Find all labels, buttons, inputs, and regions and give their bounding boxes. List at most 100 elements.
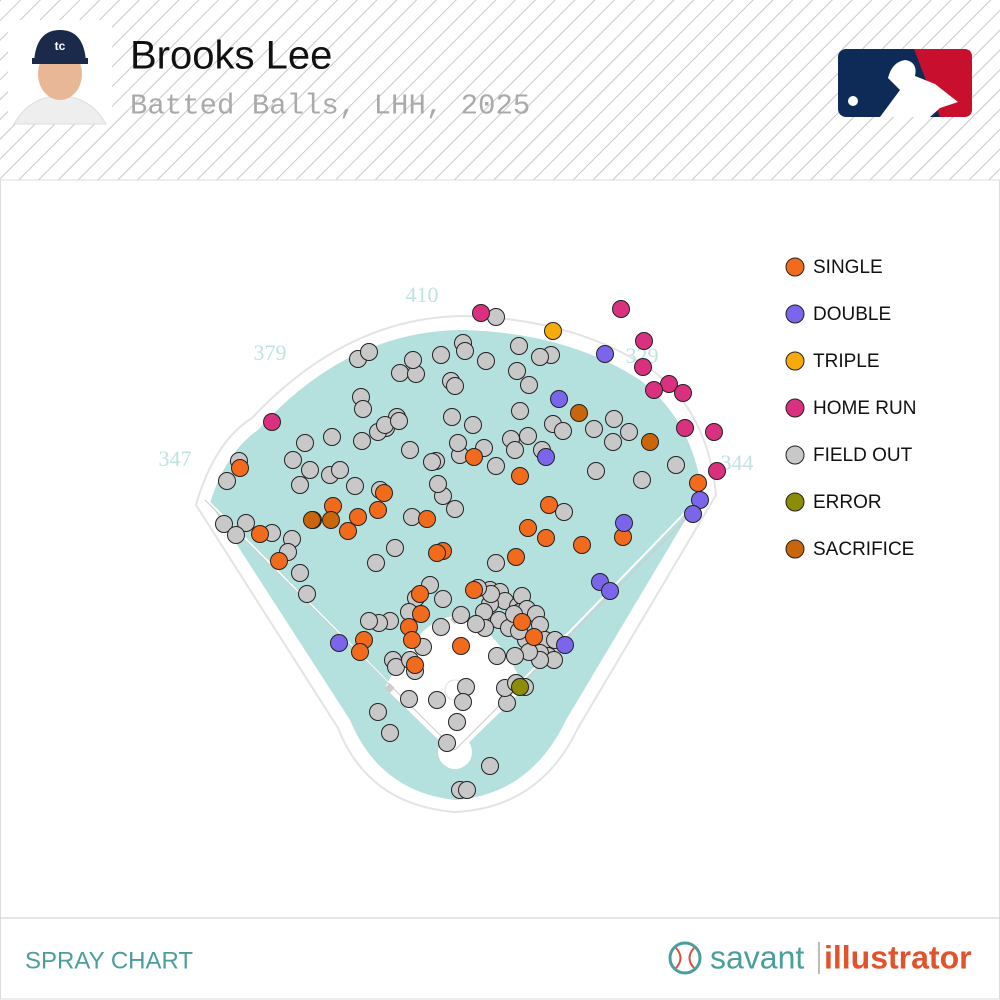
batted-ball — [360, 612, 378, 630]
batted-ball — [689, 474, 707, 492]
batted-ball — [506, 441, 524, 459]
batted-ball — [519, 427, 537, 445]
batted-ball — [291, 476, 309, 494]
batted-ball — [412, 605, 430, 623]
batted-ball — [423, 453, 441, 471]
batted-ball — [339, 522, 357, 540]
wall-distance: 410 — [406, 282, 439, 307]
batted-ball — [400, 690, 418, 708]
wall-distance: 344 — [721, 450, 754, 475]
legend-swatch — [785, 492, 805, 512]
batted-ball — [556, 636, 574, 654]
batted-ball — [454, 693, 472, 711]
batted-ball — [428, 691, 446, 709]
batted-ball — [605, 410, 623, 428]
batted-ball — [381, 724, 399, 742]
wall-distance: 379 — [254, 340, 287, 365]
legend-label: DOUBLE — [813, 304, 891, 325]
batted-ball — [705, 423, 723, 441]
batted-ball — [508, 362, 526, 380]
batted-ball — [708, 462, 726, 480]
brand-illustrator: illustrator — [824, 939, 972, 975]
legend-swatch — [785, 257, 805, 277]
legend-label: SACRIFICE — [813, 539, 914, 560]
batted-ball — [487, 308, 505, 326]
title: Brooks Lee — [130, 34, 332, 78]
batted-ball — [301, 461, 319, 479]
legend-label: SINGLE — [813, 257, 883, 278]
batted-ball — [452, 606, 470, 624]
batted-ball — [498, 694, 516, 712]
batted-ball — [369, 501, 387, 519]
savant-logo: savant illustrator — [668, 939, 972, 975]
batted-ball — [406, 656, 424, 674]
legend-label: TRIPLE — [813, 351, 880, 372]
batted-ball — [218, 472, 236, 490]
batted-ball — [615, 514, 633, 532]
wall-distance: 347 — [159, 446, 192, 471]
batted-ball — [487, 457, 505, 475]
batted-ball — [511, 678, 529, 696]
header-bg — [0, 0, 1000, 180]
legend-swatch — [785, 398, 805, 418]
legend-swatch — [785, 304, 805, 324]
batted-ball — [237, 514, 255, 532]
batted-ball — [403, 508, 421, 526]
batted-ball — [284, 451, 302, 469]
batted-ball — [612, 300, 630, 318]
batted-ball — [554, 422, 572, 440]
batted-ball — [263, 413, 281, 431]
batted-ball — [428, 544, 446, 562]
batted-ball — [555, 503, 573, 521]
batted-ball — [633, 471, 651, 489]
batted-ball — [448, 713, 466, 731]
batted-ball — [596, 345, 614, 363]
batted-ball — [452, 637, 470, 655]
batted-ball — [369, 703, 387, 721]
batted-ball — [227, 526, 245, 544]
batted-ball — [674, 384, 692, 402]
batted-ball — [386, 539, 404, 557]
batted-ball — [537, 448, 555, 466]
batted-ball — [513, 613, 531, 631]
batted-ball — [488, 647, 506, 665]
batted-ball — [544, 322, 562, 340]
batted-ball — [403, 631, 421, 649]
batted-ball — [401, 441, 419, 459]
batted-ball — [585, 420, 603, 438]
legend-swatch — [785, 351, 805, 371]
batted-ball — [432, 346, 450, 364]
batted-ball — [506, 647, 524, 665]
subtitle: Batted Balls, LHH, 2025 — [130, 90, 530, 123]
batted-ball — [465, 448, 483, 466]
batted-ball — [510, 337, 528, 355]
batted-ball — [477, 352, 495, 370]
batted-ball — [635, 332, 653, 350]
batted-ball — [550, 390, 568, 408]
legend-label: FIELD OUT — [813, 445, 913, 466]
batted-ball — [432, 618, 450, 636]
batted-ball — [540, 496, 558, 514]
batted-ball — [464, 416, 482, 434]
batted-ball — [570, 404, 588, 422]
batted-ball — [353, 432, 371, 450]
legend-label: ERROR — [813, 492, 882, 513]
player-photo: tc — [8, 20, 112, 125]
batted-ball — [322, 511, 340, 529]
batted-ball — [354, 400, 372, 418]
batted-ball — [620, 423, 638, 441]
batted-ball — [641, 433, 659, 451]
batted-ball — [449, 434, 467, 452]
batted-ball — [323, 428, 341, 446]
batted-ball — [465, 581, 483, 599]
batted-ball — [456, 342, 474, 360]
batted-ball — [587, 462, 605, 480]
batted-ball — [467, 615, 485, 633]
legend-swatch — [785, 539, 805, 559]
batted-ball — [645, 381, 663, 399]
svg-text:tc: tc — [55, 39, 66, 53]
batted-ball — [519, 519, 537, 537]
batted-ball — [298, 585, 316, 603]
batted-ball — [331, 461, 349, 479]
